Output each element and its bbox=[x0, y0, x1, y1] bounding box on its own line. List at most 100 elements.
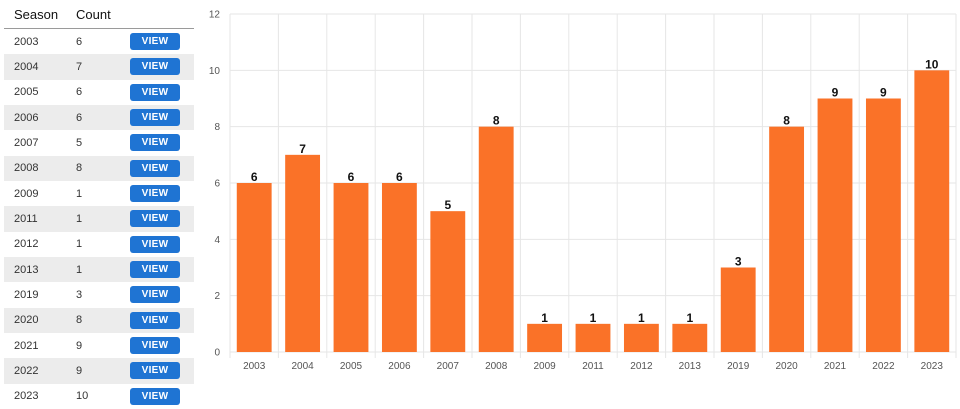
table-row: 2008 8 VIEW bbox=[4, 155, 194, 181]
season-cell: 2009 bbox=[14, 187, 39, 200]
season-table: Season Count 2003 6 VIEW 2004 7 VIEW 2005 6 VIEW… bbox=[4, 0, 194, 409]
view-button[interactable]: VIEW bbox=[130, 159, 180, 177]
x-tick-label: 2020 bbox=[775, 361, 798, 372]
bar-value-label: 6 bbox=[396, 170, 403, 184]
bar-value-label: 6 bbox=[251, 170, 258, 184]
bar bbox=[430, 211, 466, 352]
count-column-header: Count bbox=[76, 6, 111, 22]
table-row: 2013 1 VIEW bbox=[4, 256, 194, 283]
view-button[interactable]: VIEW bbox=[130, 33, 180, 51]
x-tick-label: 2005 bbox=[340, 361, 363, 372]
bar-value-label: 8 bbox=[783, 114, 790, 128]
count-cell: 1 bbox=[76, 212, 83, 225]
y-tick-label: 8 bbox=[214, 122, 220, 133]
season-cell: 2019 bbox=[14, 288, 39, 301]
table-row: 2005 6 VIEW bbox=[4, 80, 194, 105]
x-tick-label: 2003 bbox=[243, 361, 266, 372]
bar-value-label: 9 bbox=[880, 86, 887, 100]
x-tick-label: 2021 bbox=[824, 361, 847, 372]
bar-chart: 0 2 4 6 8 10 12 6 2003 7 2004 6 2005 6 2006 5 2007 8 2008 1… bbox=[209, 10, 957, 372]
view-button[interactable]: VIEW bbox=[130, 362, 180, 380]
table-row: 2012 1 VIEW bbox=[4, 232, 194, 257]
view-button[interactable]: VIEW bbox=[130, 109, 180, 127]
season-cell: 2022 bbox=[14, 364, 39, 377]
bar-value-label: 7 bbox=[299, 142, 306, 156]
bar bbox=[720, 267, 756, 352]
season-cell: 2013 bbox=[14, 263, 39, 276]
bar-value-label: 1 bbox=[686, 311, 693, 325]
season-cell: 2011 bbox=[14, 212, 38, 225]
x-tick-label: 2008 bbox=[485, 361, 508, 372]
count-cell: 8 bbox=[76, 162, 83, 175]
table-row: 2009 1 VIEW bbox=[4, 181, 194, 206]
bar-value-label: 9 bbox=[832, 86, 839, 100]
season-cell: 2006 bbox=[14, 111, 39, 124]
season-cell: 2005 bbox=[14, 86, 39, 99]
chart-panel: 0 2 4 6 8 10 12 6 2003 7 2004 6 2005 6 2006 5 2007 8 2008 1… bbox=[196, 0, 960, 408]
x-tick-label: 2006 bbox=[388, 361, 411, 372]
bar bbox=[285, 154, 321, 352]
view-button[interactable]: VIEW bbox=[130, 83, 180, 101]
view-button[interactable]: VIEW bbox=[130, 210, 180, 228]
season-column-header: Season bbox=[14, 6, 59, 22]
bar bbox=[381, 183, 417, 352]
y-tick-label: 12 bbox=[209, 10, 221, 21]
x-tick-label: 2011 bbox=[582, 361, 604, 372]
bar bbox=[769, 126, 805, 353]
view-button[interactable]: VIEW bbox=[130, 261, 180, 279]
x-tick-label: 2009 bbox=[533, 361, 556, 372]
view-button[interactable]: VIEW bbox=[130, 337, 180, 355]
table-row: 2007 5 VIEW bbox=[4, 130, 194, 155]
count-cell: 10 bbox=[76, 390, 89, 403]
count-cell: 3 bbox=[76, 288, 83, 301]
x-tick-label: 2023 bbox=[921, 361, 944, 372]
count-cell: 7 bbox=[76, 60, 83, 73]
x-tick-label: 2012 bbox=[630, 361, 653, 372]
y-tick-label: 0 bbox=[214, 348, 220, 359]
bar-value-label: 3 bbox=[735, 255, 742, 269]
count-cell: 1 bbox=[76, 187, 83, 200]
table-row: 2004 7 VIEW bbox=[4, 54, 194, 80]
season-cell: 2020 bbox=[14, 314, 39, 327]
count-cell: 1 bbox=[76, 238, 83, 251]
x-tick-label: 2007 bbox=[437, 361, 460, 372]
bar-value-label: 5 bbox=[444, 198, 451, 212]
view-button[interactable]: VIEW bbox=[130, 185, 180, 203]
view-button[interactable]: VIEW bbox=[130, 58, 180, 76]
count-cell: 8 bbox=[76, 314, 83, 327]
table-body: 2003 6 VIEW 2004 7 VIEW 2005 6 VIEW 2006 6 VIEW 2007… bbox=[4, 29, 194, 409]
y-tick-label: 4 bbox=[214, 235, 220, 246]
bar bbox=[865, 98, 901, 352]
season-cell: 2012 bbox=[14, 238, 39, 251]
y-tick-label: 6 bbox=[214, 179, 220, 190]
bar-value-label: 8 bbox=[493, 114, 500, 128]
view-button[interactable]: VIEW bbox=[130, 311, 180, 329]
bar bbox=[623, 323, 659, 352]
season-cell: 2023 bbox=[14, 390, 39, 403]
bar bbox=[575, 323, 611, 352]
bar bbox=[817, 98, 853, 352]
bar-value-label: 10 bbox=[925, 57, 939, 71]
view-button[interactable]: VIEW bbox=[130, 235, 180, 253]
table-row: 2019 3 VIEW bbox=[4, 282, 194, 307]
y-tick-label: 10 bbox=[209, 66, 221, 77]
x-tick-label: 2022 bbox=[872, 361, 895, 372]
season-cell: 2008 bbox=[14, 162, 39, 175]
table-row: 2022 9 VIEW bbox=[4, 358, 194, 384]
table-row: 2020 8 VIEW bbox=[4, 307, 194, 333]
table-row: 2006 6 VIEW bbox=[4, 104, 194, 131]
bar bbox=[333, 183, 369, 352]
view-button[interactable]: VIEW bbox=[130, 134, 180, 152]
bar bbox=[914, 70, 950, 352]
view-button[interactable]: VIEW bbox=[130, 286, 180, 304]
count-cell: 9 bbox=[76, 364, 83, 377]
bar-value-label: 6 bbox=[348, 170, 355, 184]
count-cell: 1 bbox=[76, 263, 83, 276]
view-button[interactable]: VIEW bbox=[130, 387, 180, 405]
x-tick-label: 2004 bbox=[291, 361, 314, 372]
count-cell: 5 bbox=[76, 136, 83, 149]
bar bbox=[478, 126, 514, 353]
bar-value-label: 1 bbox=[590, 311, 597, 325]
season-cell: 2003 bbox=[14, 35, 39, 48]
table-row: 2021 9 VIEW bbox=[4, 333, 194, 358]
